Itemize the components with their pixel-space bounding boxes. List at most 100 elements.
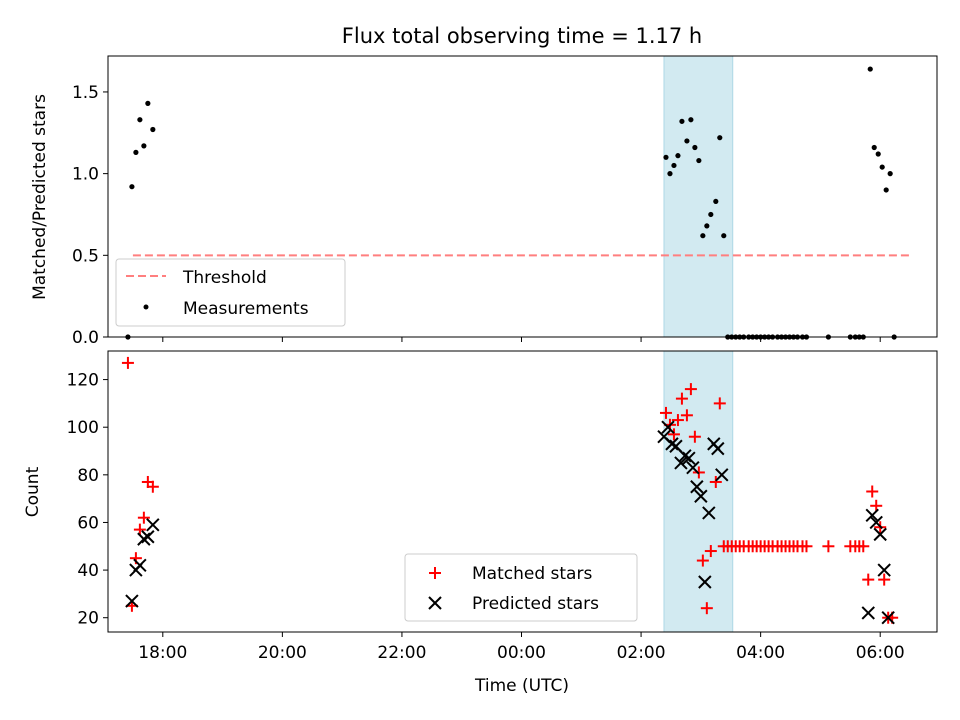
predicted-star-point — [702, 506, 716, 520]
measurement-point — [721, 233, 727, 239]
bottom-legend-box — [404, 553, 638, 622]
top-y-axis-label: Matched/Predicted stars — [30, 94, 50, 300]
measurement-point — [887, 171, 893, 177]
measurement-point — [145, 100, 151, 106]
matched-star-point — [684, 383, 697, 396]
bottom-legend: Matched stars Predicted stars — [404, 553, 638, 622]
measurement-point — [150, 126, 156, 133]
y-tick-label: 100 — [67, 418, 99, 438]
x-tick-label: 04:00 — [736, 643, 785, 663]
x-tick-label: 00:00 — [497, 643, 546, 663]
matched-star-point — [870, 499, 883, 512]
predicted-star-point — [865, 508, 879, 523]
matched-star-point — [121, 356, 134, 369]
measurement-point — [867, 66, 873, 72]
predicted-star-point — [141, 530, 155, 544]
predicted-star-point — [146, 518, 160, 532]
matched-star-point — [667, 428, 680, 441]
predicted-star-point — [682, 451, 696, 465]
top-x-ticks — [162, 337, 881, 342]
matched-star-point — [704, 545, 717, 558]
measurement-point — [679, 118, 685, 124]
matched-star-point — [878, 573, 891, 586]
y-tick-label: 60 — [77, 513, 99, 533]
predicted-star-point — [665, 437, 679, 451]
legend-entry-measurements: Measurements — [183, 299, 309, 319]
matched-star-point — [800, 540, 813, 553]
predicted-star-point — [869, 515, 883, 530]
predicted-legend-swatch — [428, 596, 442, 610]
y-tick-label: 0.5 — [72, 246, 99, 266]
measurement-point — [700, 233, 706, 239]
x-tick-label: 20:00 — [258, 643, 307, 663]
measurement-point — [883, 187, 889, 193]
predicted-star-point — [674, 456, 688, 470]
y-tick-label: 20 — [77, 609, 99, 629]
matched-star-point — [709, 475, 722, 488]
matched-star-point — [659, 406, 672, 419]
predicted-star-point — [877, 563, 891, 577]
chart-title: Flux total observing time = 1.17 h — [342, 24, 702, 48]
measurement-point — [692, 144, 698, 151]
top-legend-box — [115, 258, 346, 327]
x-axis-label: Time (UTC) — [474, 676, 569, 696]
predicted-star-point — [861, 606, 875, 620]
bottom-panel: 20 40 60 80 100 120 18:00 20:00 22:00 00:00 02:00… — [23, 350, 938, 696]
measurement-point — [713, 198, 719, 205]
bottom-y-axis-label: Count — [23, 466, 43, 517]
measurement-point — [879, 164, 885, 170]
y-tick-label: 1.5 — [72, 83, 99, 103]
matched-star-point — [675, 392, 688, 405]
measurement-point — [871, 144, 877, 151]
y-tick-label: 80 — [77, 466, 99, 486]
matched-star-point — [822, 540, 835, 553]
matched-star-point — [696, 554, 709, 567]
predicted-star-point — [678, 449, 692, 463]
measurement-point — [708, 211, 714, 218]
predicted-star-point — [694, 489, 708, 503]
predicted-star-point — [133, 558, 147, 573]
predicted-star-point — [873, 527, 887, 542]
x-tick-label: 02:00 — [617, 643, 666, 663]
measurement-point — [696, 157, 702, 164]
matched-star-point — [671, 414, 684, 427]
measurement-point — [141, 143, 147, 149]
top-panel: 0.0 0.5 1.0 1.5 Flux total observing time =… — [30, 24, 938, 348]
top-legend: Threshold Measurements — [115, 258, 346, 327]
matched-star-point — [137, 511, 150, 524]
y-tick-label: 120 — [67, 371, 99, 391]
measurement-point — [671, 162, 677, 169]
legend-entry-threshold: Threshold — [182, 268, 267, 288]
matched-star-point — [146, 480, 159, 493]
top-y-ticks: 0.0 0.5 1.0 1.5 — [72, 83, 108, 348]
x-tick-label: 18:00 — [138, 643, 187, 663]
predicted-star-point — [698, 575, 712, 589]
measurement-point — [688, 117, 694, 123]
measurement-point — [137, 117, 143, 123]
measurement-point — [717, 135, 723, 141]
predicted-stars-points — [125, 420, 895, 625]
y-tick-label: 0.0 — [72, 328, 99, 348]
measurement-point — [675, 153, 681, 159]
matched-legend-swatch — [429, 567, 441, 579]
matched-star-point — [866, 485, 879, 498]
measurement-point — [684, 138, 690, 144]
predicted-star-point — [125, 594, 139, 608]
measurement-point — [133, 149, 139, 155]
predicted-star-point — [711, 441, 725, 456]
x-tick-label: 06:00 — [856, 643, 905, 663]
x-tick-label: 22:00 — [377, 643, 426, 663]
predicted-star-point — [715, 468, 729, 482]
y-tick-label: 1.0 — [72, 165, 99, 185]
matched-star-point — [680, 409, 693, 422]
matched-star-point — [862, 573, 875, 586]
bottom-axes-frame — [107, 350, 938, 633]
predicted-star-point — [690, 480, 704, 494]
predicted-star-point — [137, 532, 151, 546]
measurement-point — [704, 223, 710, 229]
matched-star-point — [700, 602, 713, 615]
measurement-point — [875, 151, 881, 157]
y-tick-label: 40 — [77, 561, 99, 581]
legend-entry-predicted-stars: Predicted stars — [472, 594, 599, 614]
